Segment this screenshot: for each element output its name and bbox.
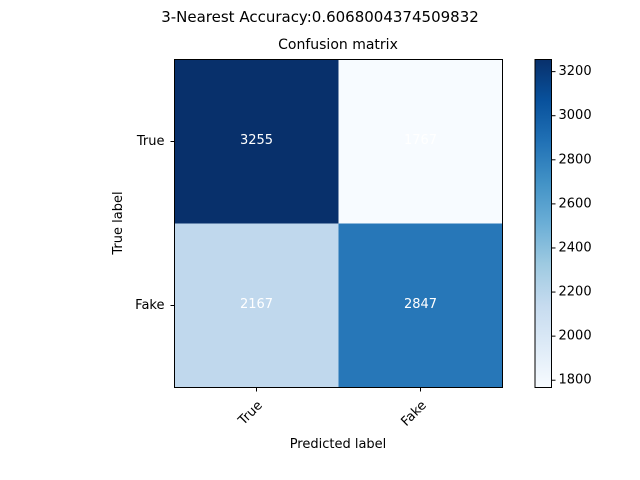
cell-value-label: 1767: [404, 133, 437, 148]
x-axis-label: Predicted label: [290, 437, 387, 452]
colorbar-tick-label: 3200: [559, 64, 592, 79]
colorbar-tick-label: 2000: [559, 329, 592, 344]
chart-title: Confusion matrix: [278, 37, 398, 53]
x-tick-label: Fake: [398, 398, 429, 429]
colorbar-ticks: 1800 2000 2200 2400 2600 2800 3000 3200: [551, 64, 592, 388]
colorbar-frame: [534, 59, 552, 388]
y-axis-label: True label: [111, 191, 126, 255]
colorbar-tick-label: 2400: [559, 240, 592, 255]
y-tick-label: True: [136, 134, 165, 149]
colorbar-tick-label: 2800: [559, 152, 592, 167]
axes-frame: [174, 59, 503, 388]
figure-suptitle: 3-Nearest Accuracy:0.6068004374509832: [161, 8, 479, 26]
heatmap-cell: [174, 223, 339, 388]
y-axis-ticks: True Fake: [135, 134, 175, 313]
x-tick-label: True: [235, 398, 266, 429]
colorbar-tick-label: 2200: [559, 285, 592, 300]
x-axis-ticks: True Fake: [235, 387, 430, 430]
heatmap-cell-labels: 3255 1767 2167 2847: [240, 133, 437, 312]
heatmap-cell: [174, 59, 339, 224]
cell-value-label: 3255: [240, 133, 273, 148]
heatmap-cell: [338, 223, 503, 388]
colorbar-tick-label: 1800: [559, 373, 592, 388]
cell-value-label: 2847: [404, 297, 437, 312]
heatmap-cell: [338, 59, 503, 224]
colorbar-tick-label: 3000: [559, 108, 592, 123]
heatmap-cells: [174, 59, 503, 388]
y-tick-label: Fake: [135, 298, 164, 313]
colorbar: [535, 59, 552, 388]
cell-value-label: 2167: [240, 297, 273, 312]
colorbar-tick-label: 2600: [559, 196, 592, 211]
